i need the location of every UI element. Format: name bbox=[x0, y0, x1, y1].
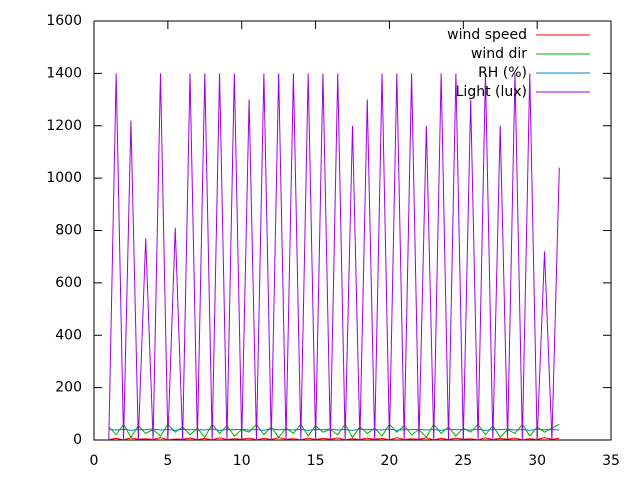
y-tick-label: 0 bbox=[73, 432, 82, 448]
legend-label: RH (%) bbox=[478, 65, 527, 81]
x-tick-label: 25 bbox=[454, 453, 472, 469]
y-tick-label: 1400 bbox=[46, 65, 82, 81]
y-tick-label: 800 bbox=[55, 223, 82, 239]
legend-label: wind speed bbox=[447, 27, 527, 43]
series-line bbox=[108, 437, 560, 441]
x-tick-label: 15 bbox=[307, 453, 325, 469]
y-tick-label: 400 bbox=[55, 327, 82, 343]
y-tick-label: 1200 bbox=[46, 118, 82, 134]
x-tick-label: 35 bbox=[602, 453, 620, 469]
series-line bbox=[108, 428, 560, 431]
series-line bbox=[108, 423, 560, 439]
y-tick-label: 600 bbox=[55, 275, 82, 291]
x-tick-label: 0 bbox=[90, 453, 99, 469]
x-tick-label: 20 bbox=[381, 453, 399, 469]
x-tick-label: 5 bbox=[163, 453, 172, 469]
legend-label: wind dir bbox=[471, 46, 527, 62]
x-tick-label: 10 bbox=[233, 453, 251, 469]
y-tick-label: 200 bbox=[55, 380, 82, 396]
series-line bbox=[108, 73, 560, 441]
y-tick-label: 1600 bbox=[46, 13, 82, 29]
y-tick-label: 1000 bbox=[46, 170, 82, 186]
legend-label: Light (lux) bbox=[456, 84, 527, 100]
x-tick-label: 30 bbox=[528, 453, 546, 469]
plot-frame bbox=[93, 20, 612, 441]
